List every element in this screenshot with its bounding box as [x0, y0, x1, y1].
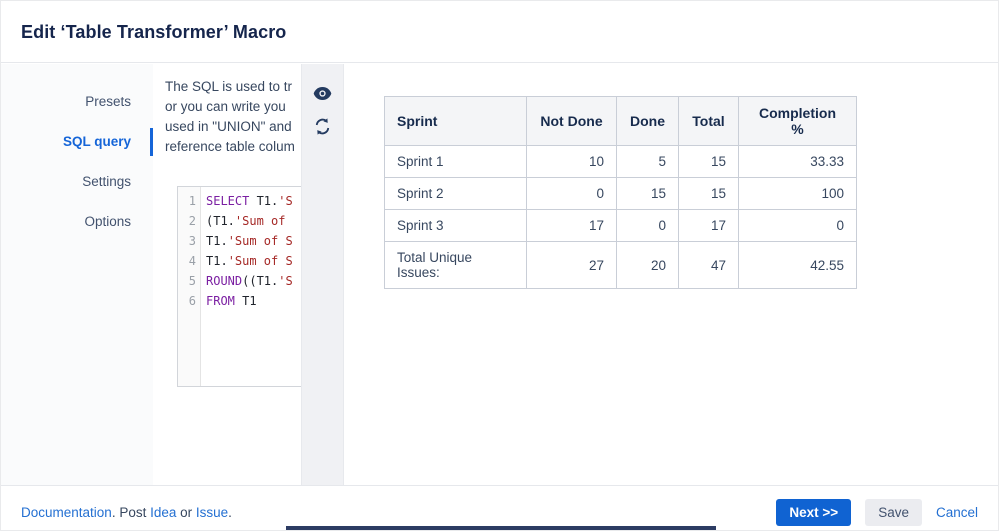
line-number: 2 [188, 214, 196, 228]
cancel-link[interactable]: Cancel [935, 504, 978, 520]
table-cell: 33.33 [738, 145, 857, 178]
description-line: or you can write you [165, 99, 286, 114]
table-cell: Sprint 1 [384, 145, 527, 178]
column-header-completion: Completion % [738, 96, 857, 146]
line-number: 3 [188, 234, 196, 248]
sidebar-item-sql-query[interactable]: SQL query [1, 122, 153, 162]
table-row: Sprint 3 17 0 17 0 [384, 209, 857, 242]
dialog-footer: Documentation. Post Idea or Issue. Next … [1, 485, 998, 530]
table-cell: 0 [738, 209, 857, 242]
table-cell: 20 [616, 241, 679, 289]
sql-query-panel: The SQL is used to tr or you can write yo… [153, 64, 301, 485]
table-row: Sprint 1 10 5 15 33.33 [384, 145, 857, 178]
footer-links: Documentation. Post Idea or Issue. [21, 505, 232, 520]
line-number: 5 [188, 274, 196, 288]
column-header-done: Done [616, 96, 679, 146]
code-line: FROM T1 [206, 294, 257, 308]
sidebar-item-presets[interactable]: Presets [85, 94, 131, 109]
table-cell: 17 [678, 209, 739, 242]
table-cell: 27 [526, 241, 617, 289]
description-line: reference table colum [165, 139, 295, 154]
dialog-title: Edit ‘Table Transformer’ Macro [21, 22, 287, 42]
table-cell: 10 [526, 145, 617, 178]
table-row: Sprint 2 0 15 15 100 [384, 177, 857, 210]
preview-table-head: Sprint Not Done Done Total Completion % [384, 96, 857, 146]
footer-actions: Next >> Save Cancel [776, 498, 978, 526]
idea-link[interactable]: Idea [150, 504, 177, 520]
table-cell: 17 [526, 209, 617, 242]
line-number: 4 [188, 254, 196, 268]
dialog-body: Presets SQL query Settings Options The SQL … [1, 64, 998, 485]
line-number: 1 [188, 194, 196, 208]
table-cell: Sprint 3 [384, 209, 527, 242]
code-line: (T1.'Sum of [206, 214, 293, 228]
refresh-icon[interactable] [313, 117, 333, 135]
code-line: ROUND((T1.'S [206, 274, 293, 288]
dialog-header: Edit ‘Table Transformer’ Macro [1, 1, 998, 63]
editor-toolbar [301, 64, 344, 485]
table-row: Total Unique Issues: 27 20 47 42.55 [384, 241, 857, 289]
active-tab-indicator [150, 128, 153, 156]
horizontal-scrollbar-thumb[interactable] [286, 526, 716, 530]
table-cell: Sprint 2 [384, 177, 527, 210]
column-header-sprint: Sprint [384, 96, 527, 146]
editor-code-lines: SELECT T1.'S (T1.'Sum of T1.'Sum of S T1.'… [201, 187, 293, 386]
issue-link[interactable]: Issue [195, 504, 229, 520]
table-cell: 15 [678, 177, 739, 210]
table-cell: 0 [526, 177, 617, 210]
table-cell: 42.55 [738, 241, 857, 289]
table-cell: 100 [738, 177, 857, 210]
preview-table-body: Sprint 1 10 5 15 33.33 Sprint 2 0 15 15 100 Sprint… [384, 145, 857, 289]
sql-description: The SQL is used to tr or you can write yo… [165, 77, 301, 157]
footer-text: . [111, 504, 120, 520]
save-button[interactable]: Save [865, 498, 922, 526]
code-line: T1.'Sum of S [206, 254, 293, 268]
eye-icon[interactable] [313, 84, 333, 102]
column-header-not-done: Not Done [526, 96, 617, 146]
code-line: SELECT T1.'S [206, 194, 293, 208]
table-header-row: Sprint Not Done Done Total Completion % [384, 96, 857, 146]
table-cell: 0 [616, 209, 679, 242]
next-button[interactable]: Next >> [776, 498, 852, 526]
description-line: The SQL is used to tr [165, 79, 293, 94]
sidebar-item-settings[interactable]: Settings [82, 174, 131, 189]
code-line: T1.'Sum of S [206, 234, 293, 248]
description-line: used in "UNION" and [165, 119, 292, 134]
footer-text: Post [119, 504, 151, 520]
table-cell: 15 [616, 177, 679, 210]
sql-code-editor[interactable]: 1 2 3 4 5 6 SELECT T1.'S (T1.'Sum of T1.'Sum o… [177, 186, 301, 387]
preview-area: Sprint Not Done Done Total Completion % Spri… [344, 64, 998, 485]
column-header-total: Total [678, 96, 739, 146]
footer-text: . [228, 504, 232, 520]
sidebar-nav: Presets SQL query Settings Options [1, 64, 153, 485]
sidebar-item-options[interactable]: Options [84, 214, 131, 229]
table-cell: 15 [678, 145, 739, 178]
table-cell: Total Unique Issues: [384, 241, 527, 289]
documentation-link[interactable]: Documentation [21, 504, 112, 520]
table-cell: 5 [616, 145, 679, 178]
line-number: 6 [188, 294, 196, 308]
footer-text: or [176, 504, 196, 520]
editor-line-numbers: 1 2 3 4 5 6 [178, 187, 201, 386]
preview-table: Sprint Not Done Done Total Completion % Spri… [384, 96, 857, 289]
table-cell: 47 [678, 241, 739, 289]
